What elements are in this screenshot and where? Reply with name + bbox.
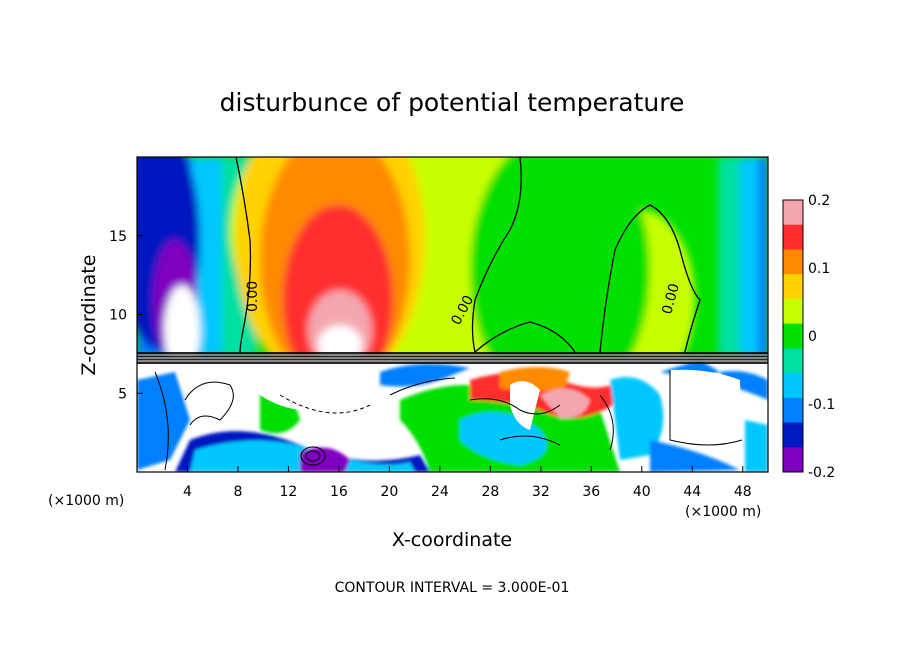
- colorbar-swatch: [783, 348, 803, 374]
- colorbar-swatch: [783, 373, 803, 399]
- contour-label: 0.00: [659, 282, 683, 316]
- x-tick-label: 48: [734, 484, 752, 500]
- colorbar-swatch: [783, 323, 803, 349]
- x-tick-label: 20: [380, 484, 398, 500]
- y-tick-label: 10: [109, 308, 127, 324]
- x-tick-label: 44: [683, 484, 701, 500]
- colorbar-swatch: [783, 224, 803, 250]
- colorbar: [783, 200, 803, 473]
- colorbar-swatch: [783, 249, 803, 275]
- zero-contours: [235, 157, 701, 353]
- y-axis-label: Z-coordinate: [78, 255, 100, 376]
- colorbar-swatch: [783, 274, 803, 300]
- x-axis-label: X-coordinate: [392, 529, 512, 551]
- x-tick-label: 12: [280, 484, 298, 500]
- colorbar-swatch: [783, 397, 803, 424]
- colorbar-tick-label: -0.2: [808, 465, 835, 481]
- y-axis: 5 10 15: [109, 229, 143, 402]
- x-axis: 4 8 12 16 20 24 28 32 36 40 44 48: [183, 466, 752, 500]
- lower-contours: [154, 370, 743, 471]
- x-unit-right: (×1000 m): [685, 504, 761, 520]
- colorbar-tick-label: 0.1: [808, 261, 830, 277]
- y-tick-label: 5: [118, 386, 127, 402]
- x-tick-label: 4: [183, 484, 192, 500]
- colorbar-swatch: [783, 422, 803, 448]
- x-tick-label: 36: [582, 484, 600, 500]
- colorbar-swatch: [783, 298, 803, 325]
- colorbar-tick-label: -0.1: [808, 397, 835, 413]
- y-tick-label: 15: [109, 229, 127, 245]
- colorbar-tick-label: 0.2: [808, 193, 830, 209]
- colorbar-tick-label: 0: [808, 329, 817, 345]
- contour-label: 0.00: [245, 281, 261, 312]
- x-tick-label: 8: [233, 484, 242, 500]
- x-tick-label: 24: [431, 484, 449, 500]
- x-tick-label: 28: [481, 484, 499, 500]
- x-unit-left: (×1000 m): [48, 493, 124, 509]
- plot-field: [137, 157, 768, 472]
- x-tick-label: 32: [532, 484, 550, 500]
- colorbar-frame: [782, 199, 804, 473]
- colorbar-ticks: 0.2 0.1 0 -0.1 -0.2: [808, 193, 835, 481]
- x-tick-label: 16: [330, 484, 348, 500]
- colorbar-swatch: [783, 447, 803, 473]
- contour-interval-note: CONTOUR INTERVAL = 3.000E-01: [335, 580, 570, 596]
- x-tick-label: 40: [633, 484, 651, 500]
- chart-title: disturbunce of potential temperature: [220, 88, 685, 117]
- colorbar-swatch: [783, 200, 803, 226]
